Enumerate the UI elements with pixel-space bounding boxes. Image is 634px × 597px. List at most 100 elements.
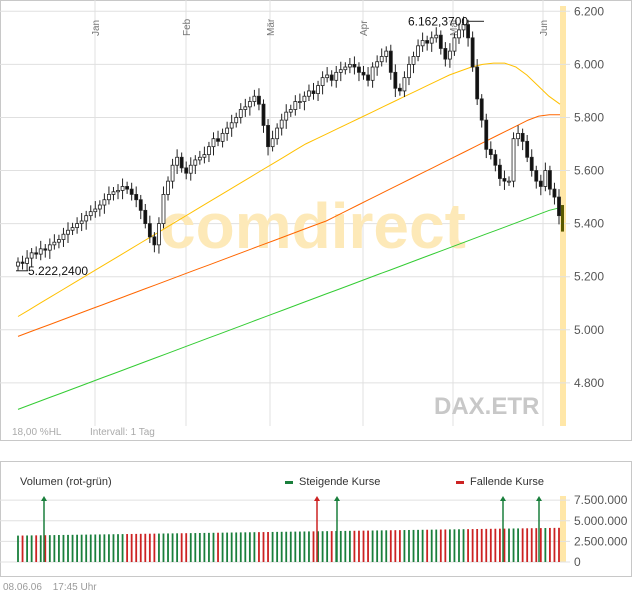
volume-bar [303, 531, 306, 562]
volume-bar [521, 528, 524, 562]
volume-bar [421, 529, 424, 562]
candle-body [107, 194, 111, 201]
volume-bar [26, 535, 28, 562]
candle-body [207, 146, 211, 156]
volume-bar [226, 532, 229, 562]
volume-bar [494, 528, 497, 562]
footer-time: 17:45 Uhr [52, 582, 97, 593]
volume-bar [80, 534, 83, 562]
candle-body [93, 208, 98, 213]
candle-body [297, 101, 302, 103]
volume-bar [362, 530, 365, 562]
x-tick-label: Jun [539, 20, 550, 36]
volume-bar [435, 529, 438, 562]
candle-body [175, 156, 180, 166]
candle-body [320, 77, 325, 87]
candle-body [543, 170, 548, 187]
volume-bar [235, 532, 238, 562]
y-tick-label: 4.800 [574, 376, 604, 390]
volume-overflow-arrow [500, 496, 506, 501]
volume-bar [85, 534, 88, 562]
volume-bar [21, 535, 24, 562]
candle-body [434, 34, 439, 39]
volume-bar [380, 530, 383, 562]
volume-bar [203, 532, 206, 562]
volume-chart-frame [0, 461, 632, 577]
volume-bar [153, 533, 156, 562]
volume-bar [112, 534, 115, 562]
moving-average-line [17, 207, 561, 410]
candle-body [357, 66, 361, 73]
volume-bar [48, 535, 51, 562]
candle-body [216, 138, 220, 142]
candle-body [166, 180, 170, 195]
candle-body [270, 138, 275, 148]
candle-body [279, 119, 284, 129]
x-tick-label: Mär [266, 18, 277, 36]
candle-body [84, 215, 89, 222]
candle-body [161, 194, 166, 225]
volume-bar [503, 528, 506, 562]
volume-bar [517, 528, 519, 562]
candle-body [147, 223, 152, 238]
volume-bar [498, 528, 501, 562]
volume-bar [194, 533, 197, 562]
candle-body [507, 180, 511, 183]
moving-average-line [17, 62, 561, 317]
volume-bar [189, 533, 192, 562]
candle-body [243, 106, 248, 110]
y-tick-label: 5.200 [574, 270, 604, 284]
volume-bar [162, 533, 165, 562]
volume-bar [267, 532, 269, 562]
candle-body [484, 119, 489, 150]
volume-bar [62, 534, 65, 562]
volume-bar [94, 534, 97, 562]
candle-body [502, 178, 507, 182]
candle-body [552, 188, 557, 198]
volume-bar [289, 531, 292, 562]
candle-body [134, 194, 139, 201]
volume-bar [248, 532, 251, 562]
volume-bar [30, 535, 33, 562]
candle-body [229, 122, 234, 129]
candle-body [129, 188, 134, 195]
candle-body [152, 236, 157, 246]
volume-bar [526, 528, 529, 562]
volume-bar [89, 534, 92, 562]
candle-body [429, 37, 434, 44]
current-day-band-volume [560, 496, 566, 562]
volume-bar [230, 532, 233, 562]
candle-body [38, 248, 43, 255]
candle-body [402, 77, 407, 92]
candle-body [548, 170, 552, 190]
legend-down-swatch [456, 481, 464, 484]
volume-bar [298, 531, 301, 562]
volume-bar [553, 527, 556, 562]
volume-bar [426, 529, 429, 562]
volume-bar [276, 531, 279, 562]
volume-bar [139, 533, 142, 562]
volume-bar [321, 531, 324, 562]
candle-body [388, 50, 393, 73]
volume-bar [453, 529, 456, 562]
candle-body [211, 138, 216, 148]
volume-bar [408, 529, 410, 562]
volume-bar [389, 530, 392, 562]
volume-bar [467, 529, 469, 562]
candle-body [225, 127, 230, 134]
volume-bar [271, 531, 274, 562]
volume-bar [358, 530, 360, 562]
candle-body [470, 37, 475, 68]
candle-body [516, 132, 520, 140]
volume-bar [376, 530, 379, 562]
candle-body [379, 56, 384, 63]
volume-bar [130, 533, 133, 562]
y-tick-label: 5.600 [574, 164, 604, 178]
volume-bar [76, 534, 79, 562]
candle-body [261, 103, 266, 126]
candle-body [375, 61, 380, 68]
candle-body [475, 66, 480, 100]
candle-body [461, 24, 466, 31]
volume-bar [512, 528, 515, 562]
